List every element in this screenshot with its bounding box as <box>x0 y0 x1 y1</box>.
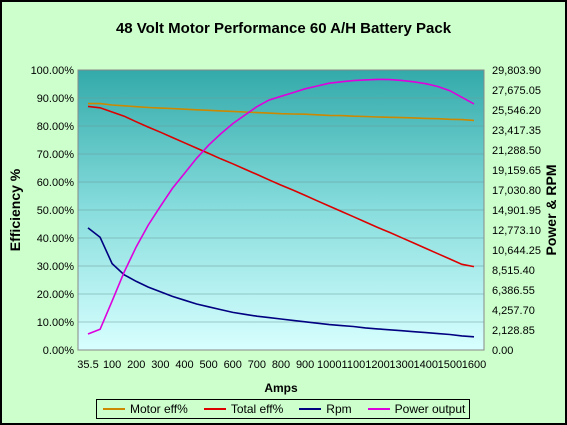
legend: Motor eff% Total eff% Rpm Power output <box>96 399 470 419</box>
y-right-tick-label: 17,030.80 <box>492 185 541 197</box>
y-right-tick-label: 19,159.65 <box>492 165 541 177</box>
y-right-tick-label: 14,901.95 <box>492 205 541 217</box>
y-left-tick-label: 50.00% <box>37 205 75 217</box>
legend-swatch-power-output <box>367 408 390 410</box>
y-axis-right-label: Power & RPM <box>543 164 559 255</box>
y-left-tick-label: 40.00% <box>37 233 75 245</box>
y-left-tick-label: 100.00% <box>31 65 75 77</box>
y-left-tick-label: 80.00% <box>37 121 75 133</box>
y-left-tick-label: 90.00% <box>37 93 75 105</box>
series-line-rpm <box>87 227 475 338</box>
y-left-tick-label: 30.00% <box>37 261 75 273</box>
x-tick-label: 1300 <box>389 359 413 371</box>
x-tick-label: 400 <box>175 359 193 371</box>
legend-label-total-eff: Total eff% <box>230 402 284 416</box>
x-tick-label: 100 <box>103 359 121 371</box>
y-right-tick-label: 6,386.55 <box>492 285 535 297</box>
y-right-tick-label: 25,546.20 <box>492 105 541 117</box>
x-tick-label: 700 <box>248 359 266 371</box>
y-left-tick-label: 60.00% <box>37 177 75 189</box>
x-tick-label: 1600 <box>462 359 486 371</box>
x-tick-label: 1200 <box>365 359 389 371</box>
chart-title: 48 Volt Motor Performance 60 A/H Battery… <box>115 20 452 37</box>
legend-swatch-total-eff <box>203 408 226 410</box>
y-right-tick-label: 2,128.85 <box>492 325 535 337</box>
y-axis-left-label: Efficiency % <box>7 168 23 251</box>
x-axis-ticks: 35.5 100 200 300 400 500 600 700 800 900 1000 1100 1… <box>77 359 486 371</box>
x-tick-label: 200 <box>127 359 145 371</box>
x-tick-label: 900 <box>296 359 314 371</box>
x-tick-label: 600 <box>224 359 242 371</box>
y-right-tick-label: 4,257.70 <box>492 305 535 317</box>
legend-item-motor-eff: Motor eff% <box>103 402 188 416</box>
series-group <box>87 78 475 338</box>
x-tick-label: 300 <box>151 359 169 371</box>
right-axis-ticks: 0.00 2,128.85 4,257.70 6,386.55 8,515.40 10,6… <box>492 65 541 357</box>
legend-swatch-rpm <box>299 408 322 410</box>
y-right-tick-label: 21,288.50 <box>492 145 541 157</box>
legend-label-rpm: Rpm <box>326 402 352 416</box>
x-tick-label: 500 <box>199 359 217 371</box>
series-line-total-eff <box>87 105 475 268</box>
legend-swatch-motor-eff <box>103 408 125 410</box>
y-left-tick-label: 10.00% <box>37 317 75 329</box>
x-tick-label: 1400 <box>414 359 438 371</box>
y-left-tick-label: 20.00% <box>37 289 75 301</box>
y-right-tick-label: 0.00 <box>492 345 513 357</box>
x-tick-label: 35.5 <box>77 359 98 371</box>
series-line-power-output <box>87 78 475 335</box>
legend-item-power-output: Power output <box>367 402 466 416</box>
x-tick-label: 800 <box>272 359 290 371</box>
y-right-tick-label: 12,773.10 <box>492 225 541 237</box>
x-tick-label: 1500 <box>438 359 462 371</box>
x-tick-label: 1100 <box>342 359 366 371</box>
legend-item-rpm: Rpm <box>299 402 352 416</box>
y-right-tick-label: 23,417.35 <box>492 125 541 137</box>
y-left-tick-label: 70.00% <box>37 149 75 161</box>
x-tick-label: 1000 <box>317 359 341 371</box>
series-line-motor-eff <box>88 102 475 122</box>
legend-item-total-eff: Total eff% <box>203 402 284 416</box>
x-axis-label: Amps <box>264 381 298 395</box>
y-right-tick-label: 10,644.25 <box>492 245 541 257</box>
legend-label-power-output: Power output <box>394 402 466 416</box>
y-right-tick-label: 27,675.05 <box>492 85 541 97</box>
legend-label-motor-eff: Motor eff% <box>130 402 188 416</box>
y-right-tick-label: 8,515.40 <box>492 265 535 277</box>
y-right-tick-label: 29,803.90 <box>492 65 541 77</box>
y-left-tick-label: 0.00% <box>43 345 74 357</box>
left-axis-ticks: 0.00% 10.00% 20.00% 30.00% 40.00% 50.00% 60.00… <box>31 65 75 357</box>
